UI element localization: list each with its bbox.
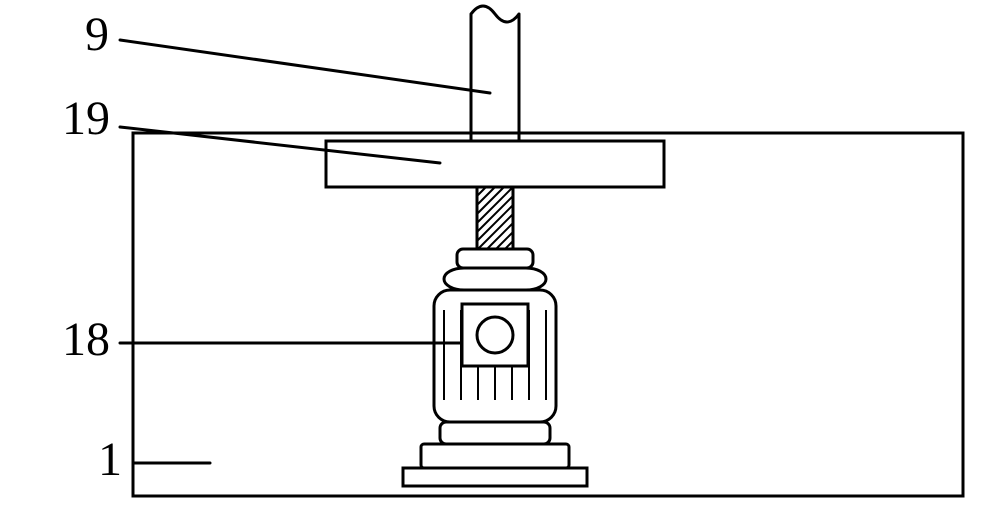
label-19: 19 — [62, 95, 110, 143]
diagram-canvas — [0, 0, 1000, 515]
motor-foot-lower — [421, 444, 569, 468]
motor-cap — [457, 249, 533, 268]
label-18: 18 — [62, 316, 110, 364]
motor-neck — [444, 268, 546, 290]
motor-base-plate — [403, 468, 587, 486]
label-1: 1 — [98, 436, 122, 484]
motor-foot-upper — [440, 422, 550, 444]
label-9: 9 — [85, 11, 109, 59]
plate-19 — [326, 141, 664, 187]
motor-knob — [477, 317, 513, 353]
